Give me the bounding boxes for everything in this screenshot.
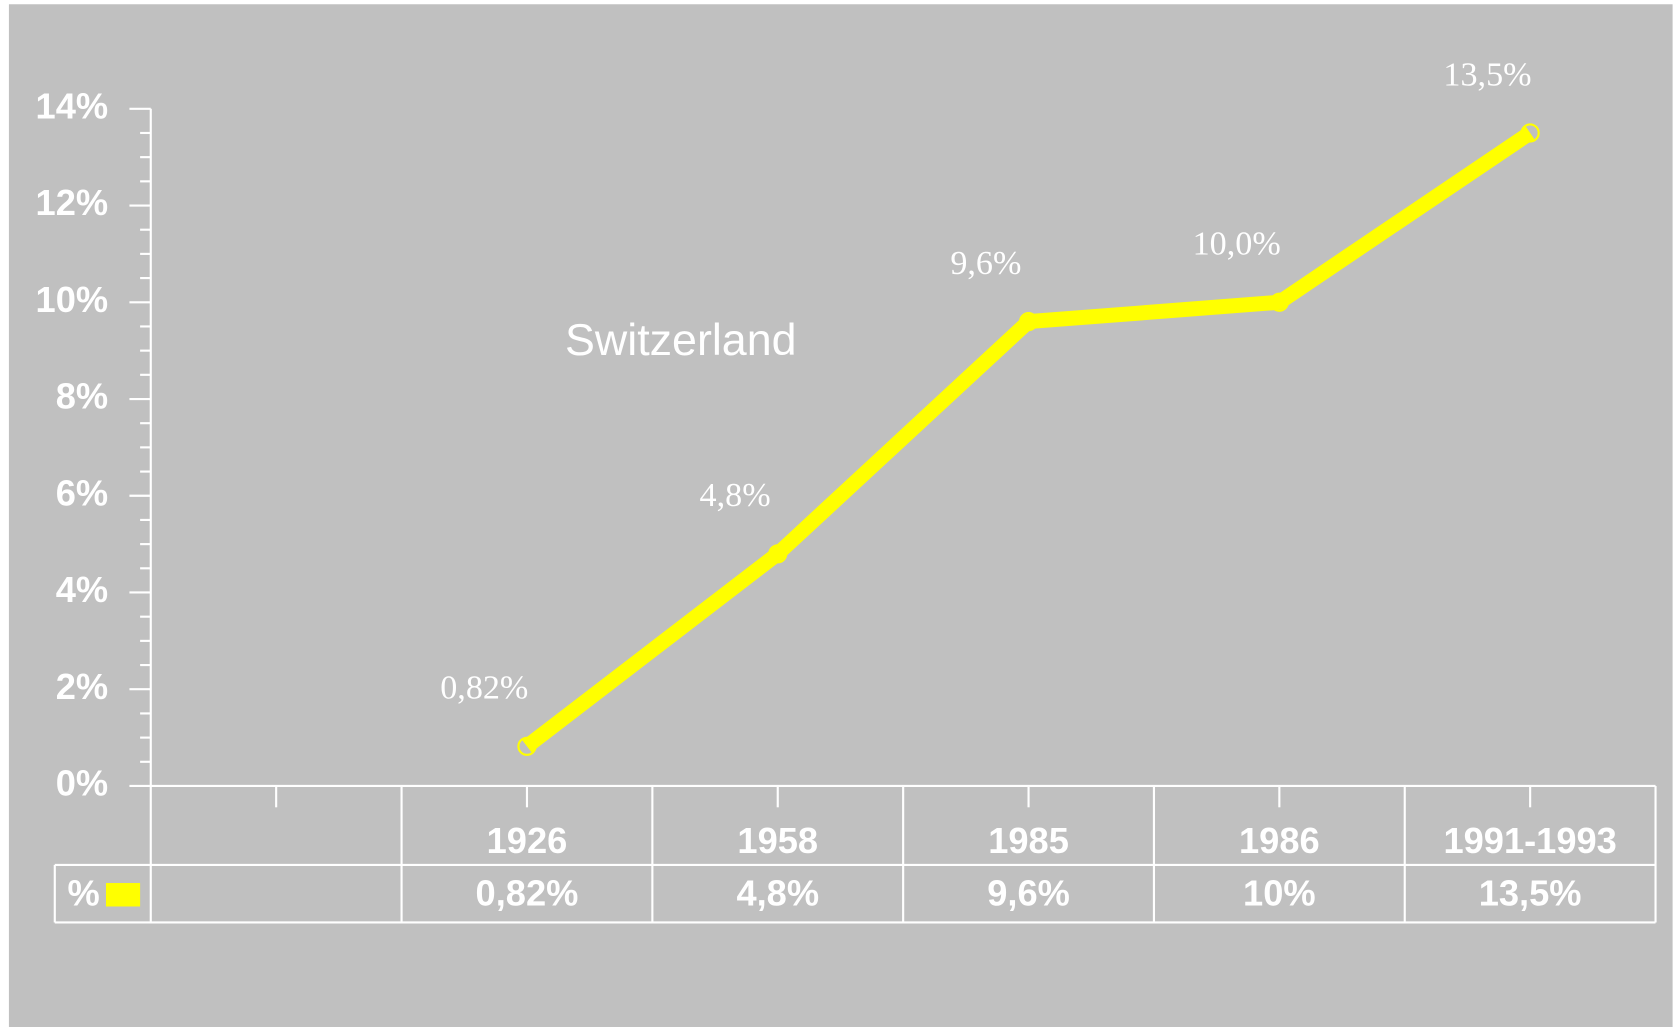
table-value: 4,8% bbox=[736, 872, 819, 913]
x-tick-label: 1986 bbox=[1239, 820, 1320, 861]
x-tick-label: 1958 bbox=[737, 820, 818, 861]
y-tick-label: 6% bbox=[56, 472, 108, 513]
y-tick-label: 4% bbox=[56, 569, 108, 610]
data-label: 13,5% bbox=[1443, 56, 1531, 93]
chart-title: Switzerland bbox=[565, 315, 796, 365]
data-label: 9,6% bbox=[950, 245, 1021, 282]
table-value: 0,82% bbox=[476, 872, 579, 913]
x-tick-label: 1926 bbox=[487, 820, 568, 861]
y-tick-label: 14% bbox=[36, 85, 109, 126]
y-tick-label: 0% bbox=[56, 763, 108, 804]
y-tick-label: 8% bbox=[56, 376, 108, 417]
data-label: 0,82% bbox=[440, 670, 528, 707]
data-label: 4,8% bbox=[700, 477, 771, 514]
marker bbox=[517, 736, 537, 756]
y-tick-label: 10% bbox=[36, 279, 109, 320]
marker bbox=[1018, 312, 1039, 332]
line bbox=[522, 126, 1535, 753]
background bbox=[8, 4, 1673, 1027]
y-tick-label: 2% bbox=[56, 666, 108, 707]
table-value: 9,6% bbox=[987, 872, 1070, 913]
marker bbox=[1520, 123, 1540, 143]
marker bbox=[768, 544, 788, 564]
y-tick-label: 12% bbox=[36, 182, 109, 223]
table-value: 10% bbox=[1243, 872, 1316, 913]
legend-label: % bbox=[67, 872, 99, 913]
x-tick-label: 1991-1993 bbox=[1443, 820, 1616, 861]
legend-swatch bbox=[105, 883, 141, 907]
table-value: 13,5% bbox=[1479, 872, 1582, 913]
data-label: 10,0% bbox=[1193, 226, 1281, 263]
x-tick-label: 1985 bbox=[988, 820, 1069, 861]
marker bbox=[1269, 292, 1289, 312]
